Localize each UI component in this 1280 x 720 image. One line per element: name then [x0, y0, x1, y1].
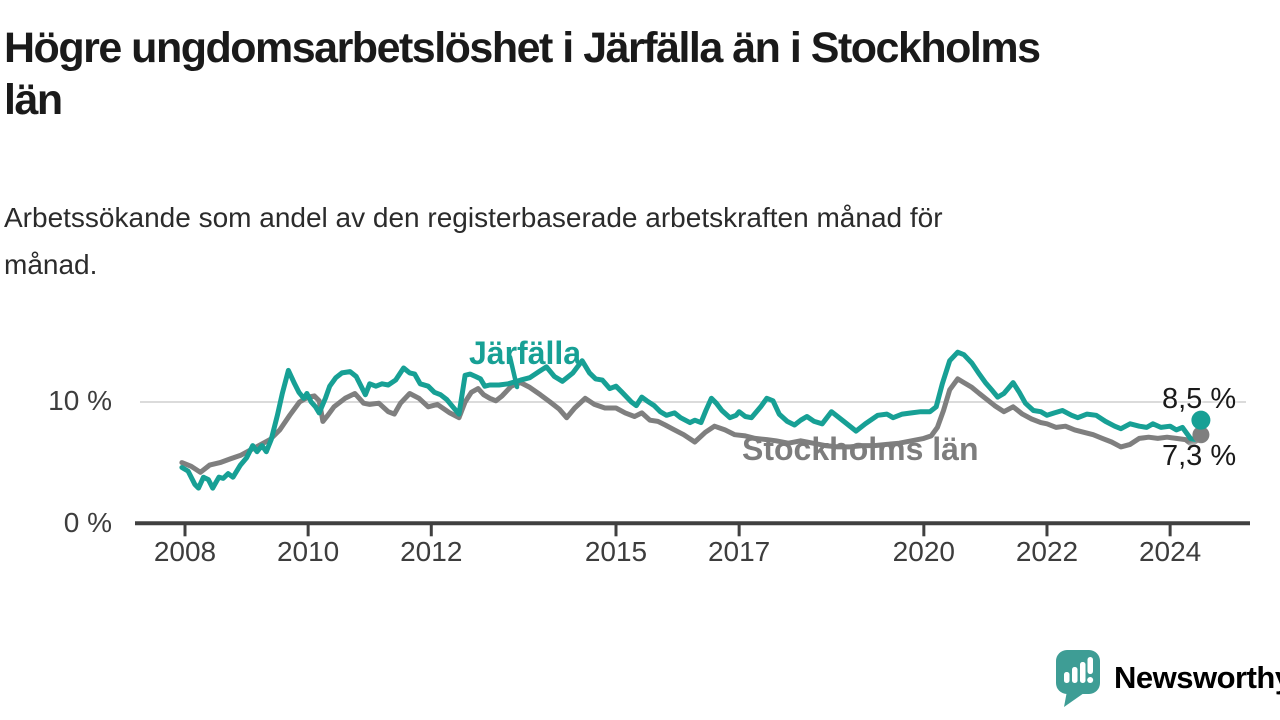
chart-title-line1: Högre ungdomsarbetslöshet i Järfälla än … [4, 24, 1041, 72]
chart-subtitle: Arbetssökande som andel av den registerb… [4, 194, 943, 288]
series-label-stockholms-lan: Stockholms län [742, 431, 979, 467]
end-dot-jarfalla [1191, 410, 1211, 430]
newsworthy-logo: Newsworthy [1054, 648, 1280, 708]
chart-title-line2: län [4, 76, 63, 124]
end-dot-stockholms-lan [1192, 426, 1210, 444]
x-tick-label-2008: 2008 [153, 536, 217, 567]
jarfalla-label-leader-line [507, 354, 520, 390]
chart-subtitle-line2: månad. [4, 249, 98, 280]
chart-subtitle-line1: Arbetssökande som andel av den registerb… [4, 202, 943, 233]
series-line-stockholms-lan [179, 376, 1204, 475]
x-tick-label-2012: 2012 [400, 536, 463, 567]
y-axis-label-10: 10 % [48, 385, 112, 416]
chart-title: Högre ungdomsarbetslöshet i Järfälla än … [4, 22, 1041, 126]
series-label-jarfalla: Järfälla [469, 335, 582, 371]
x-tick-label-2017: 2017 [707, 536, 771, 567]
series-line-jarfalla [179, 349, 1204, 491]
end-value-label-jarfalla: 8,5 % [1162, 383, 1237, 415]
x-tick-label-2022: 2022 [1015, 536, 1079, 567]
y-axis-label-0: 0 % [63, 507, 112, 538]
end-value-label-stockholms-lan: 7,3 % [1162, 440, 1237, 472]
newsworthy-logo-text: Newsworthy [1114, 660, 1280, 695]
x-tick-label-2024: 2024 [1138, 536, 1202, 567]
x-tick-label-2015: 2015 [584, 536, 648, 567]
speech-bubble-bar-chart-icon [1056, 650, 1100, 707]
x-tick-label-2010: 2010 [276, 536, 340, 567]
x-tick-label-2020: 2020 [892, 536, 955, 567]
